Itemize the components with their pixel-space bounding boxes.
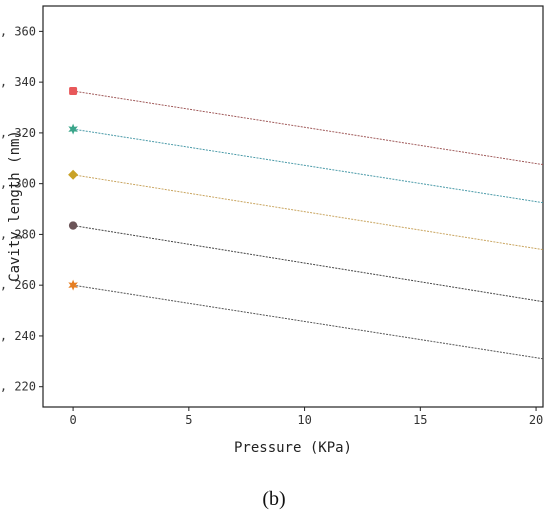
series-line-4: [73, 225, 544, 303]
series-line-3: [73, 174, 544, 251]
y-tick-label: 14, 300: [0, 177, 36, 191]
series-marker-1: [69, 87, 78, 96]
x-axis-title: Pressure (KPa): [234, 440, 352, 456]
series-marker-5: [68, 279, 78, 291]
series-marker-2: [68, 123, 78, 135]
y-tick-label: 14, 220: [0, 380, 36, 394]
x-tick-label: 10: [297, 413, 311, 427]
y-axis-title: Cavity length (nm): [7, 130, 23, 282]
y-tick-label: 14, 320: [0, 126, 36, 140]
x-tick-label: 20: [529, 413, 543, 427]
series-line-1: [73, 90, 544, 166]
panel-label: (b): [262, 488, 285, 510]
x-tick-label: 0: [69, 413, 76, 427]
y-tick-label: 14, 360: [0, 24, 36, 38]
plot-frame: [42, 5, 544, 408]
series-line-2: [73, 128, 544, 204]
y-tick-label: 14, 340: [0, 75, 36, 89]
y-axis-ticks: 14, 220 14, 240 14, 260 14, 280 14, 300 14, 3…: [0, 24, 43, 394]
series-markers: [68, 87, 79, 291]
series-marker-4: [68, 221, 78, 230]
series-lines: [73, 90, 544, 360]
y-tick-label: 14, 280: [0, 227, 36, 241]
x-tick-label: 15: [413, 413, 427, 427]
y-tick-label: 14, 240: [0, 329, 36, 343]
series-line-5: [73, 284, 544, 360]
x-tick-label: 5: [185, 413, 192, 427]
series-marker-3: [68, 169, 79, 180]
y-tick-label: 14, 260: [0, 278, 36, 292]
x-axis-ticks: 0 5 10 15 20: [69, 407, 543, 427]
